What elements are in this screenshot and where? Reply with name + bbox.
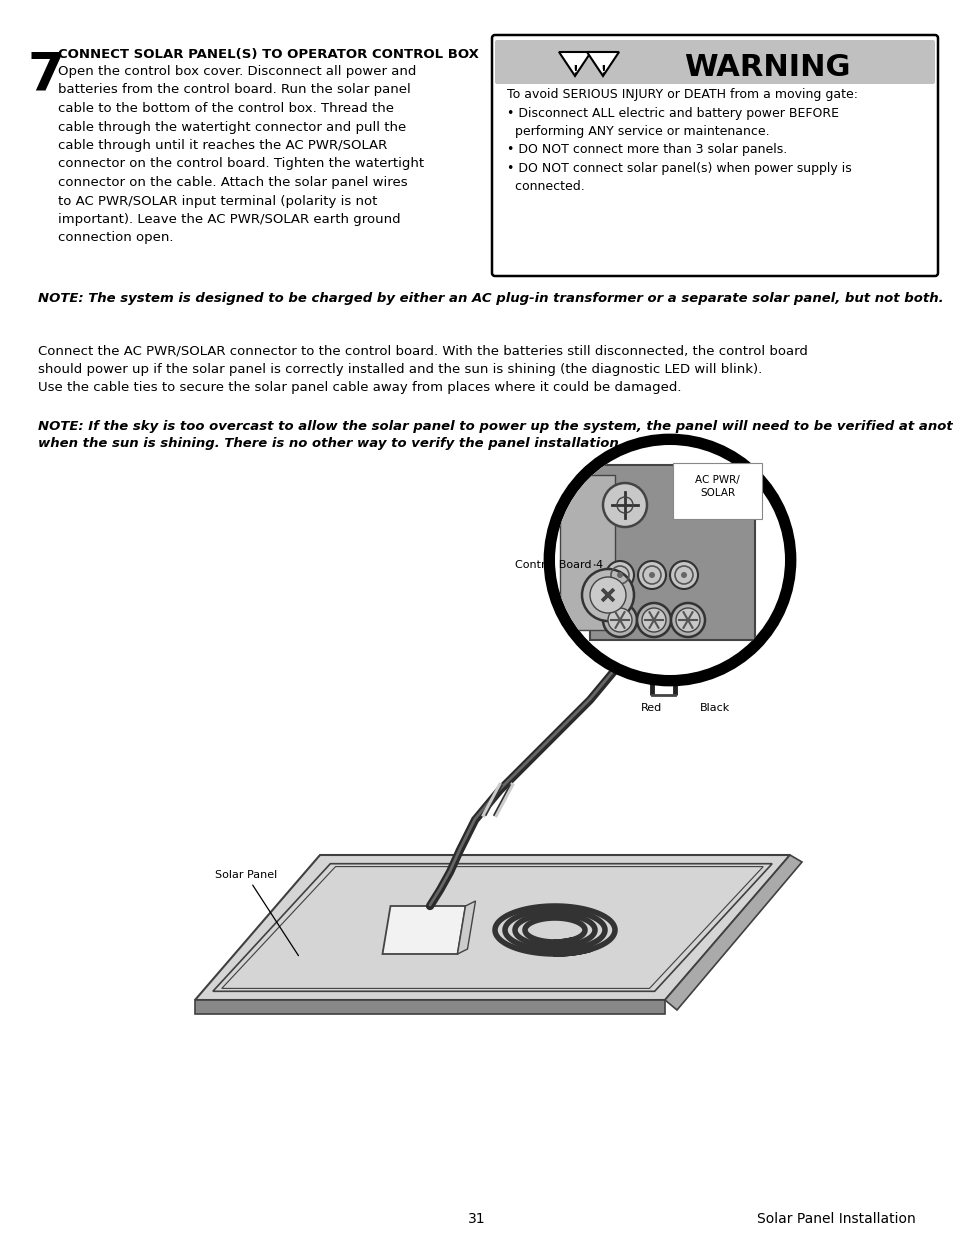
Circle shape — [602, 603, 637, 637]
Text: Solar Panel Installation: Solar Panel Installation — [757, 1212, 915, 1226]
Circle shape — [641, 608, 665, 632]
FancyBboxPatch shape — [559, 475, 615, 630]
Circle shape — [544, 435, 794, 685]
Text: 31: 31 — [468, 1212, 485, 1226]
Circle shape — [589, 577, 625, 613]
Text: Control Board: Control Board — [515, 559, 595, 571]
Text: 7: 7 — [28, 49, 65, 103]
Circle shape — [581, 569, 634, 621]
Text: Open the control box cover. Disconnect all power and
batteries from the control : Open the control box cover. Disconnect a… — [58, 65, 424, 245]
FancyBboxPatch shape — [589, 466, 754, 640]
Circle shape — [617, 572, 622, 578]
FancyBboxPatch shape — [495, 40, 934, 84]
Text: NOTE: The system is designed to be charged by either an AC plug-in transformer o: NOTE: The system is designed to be charg… — [38, 291, 943, 305]
Circle shape — [637, 603, 670, 637]
Polygon shape — [664, 855, 801, 1010]
Circle shape — [607, 608, 631, 632]
Text: 4: 4 — [595, 559, 601, 571]
Circle shape — [605, 561, 634, 589]
Circle shape — [680, 572, 686, 578]
Polygon shape — [194, 1000, 664, 1014]
Text: !: ! — [572, 63, 578, 77]
FancyBboxPatch shape — [492, 35, 937, 275]
Text: WARNING: WARNING — [684, 53, 850, 83]
Polygon shape — [457, 902, 475, 953]
Text: To avoid SERIOUS INJURY or DEATH from a moving gate:
• Disconnect ALL electric a: To avoid SERIOUS INJURY or DEATH from a … — [506, 88, 857, 194]
Circle shape — [670, 603, 704, 637]
Circle shape — [669, 561, 698, 589]
Circle shape — [602, 483, 646, 527]
Text: Black: Black — [700, 703, 729, 713]
Circle shape — [555, 445, 784, 676]
Text: Red: Red — [640, 703, 662, 713]
Text: CONNECT SOLAR PANEL(S) TO OPERATOR CONTROL BOX: CONNECT SOLAR PANEL(S) TO OPERATOR CONTR… — [58, 48, 478, 61]
Text: Connect the AC PWR/SOLAR connector to the control board. With the batteries stil: Connect the AC PWR/SOLAR connector to th… — [38, 345, 807, 394]
FancyBboxPatch shape — [672, 463, 761, 519]
Circle shape — [648, 572, 655, 578]
Circle shape — [676, 608, 700, 632]
Text: AC PWR/
SOLAR: AC PWR/ SOLAR — [695, 475, 740, 498]
Circle shape — [638, 561, 665, 589]
Polygon shape — [382, 906, 465, 953]
Polygon shape — [194, 855, 789, 1000]
Text: NOTE: If the sky is too overcast to allow the solar panel to power up the system: NOTE: If the sky is too overcast to allo… — [38, 420, 953, 451]
Polygon shape — [558, 52, 590, 77]
Text: Solar Panel: Solar Panel — [214, 869, 298, 956]
Text: !: ! — [599, 63, 605, 77]
Polygon shape — [586, 52, 618, 77]
